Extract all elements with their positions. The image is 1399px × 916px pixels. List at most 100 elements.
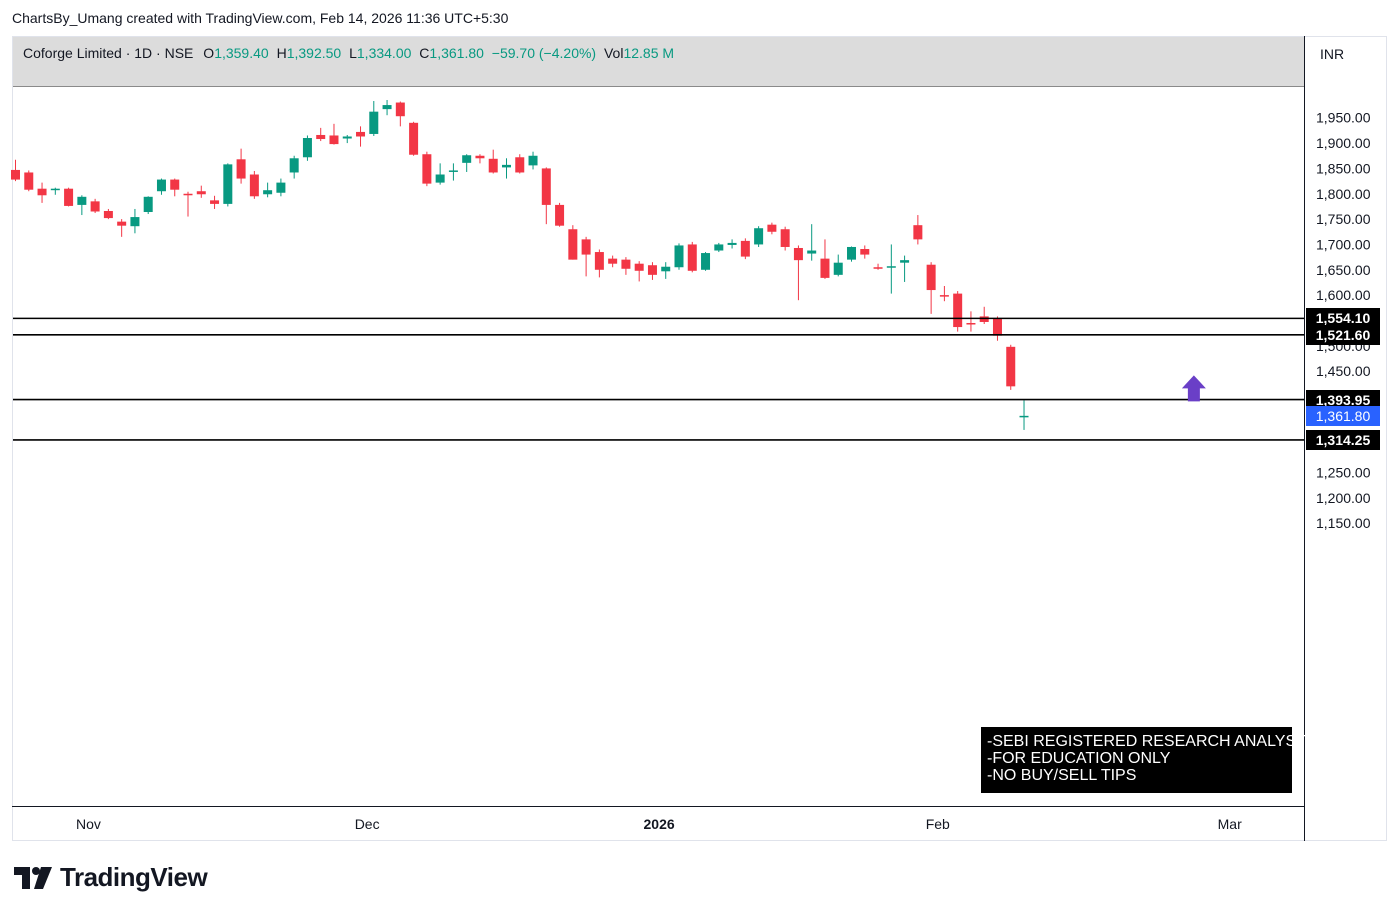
candle [847, 246, 857, 262]
candle [117, 219, 127, 237]
candle [77, 195, 87, 216]
candle [1019, 400, 1029, 430]
candle-body [342, 136, 352, 139]
candle [409, 121, 419, 156]
candle [581, 236, 591, 277]
legend-close-label: C [419, 45, 430, 61]
y-axis-ticks: 1,950.00 1,900.00 1,850.00 1,800.00 1,750.00… [1316, 110, 1371, 531]
candle [342, 134, 352, 144]
legend-open-label: O [203, 45, 215, 61]
candle [953, 291, 963, 332]
candle [103, 208, 113, 220]
candle-body [661, 266, 671, 272]
candle-body [860, 249, 870, 255]
y-tick-label: 1,850.00 [1316, 160, 1371, 176]
candle [555, 202, 565, 227]
candle [501, 158, 511, 179]
candle-body [634, 263, 644, 271]
y-tick-label: 1,200.00 [1316, 490, 1371, 506]
legend-band [13, 37, 1304, 87]
candle-body [329, 135, 339, 145]
y-tick-label: 1,150.00 [1316, 515, 1371, 531]
candle-body [714, 244, 724, 251]
candle-body [541, 168, 551, 205]
candle-body [833, 262, 843, 275]
candle [966, 311, 976, 332]
candle-body [409, 122, 419, 155]
candle-body [435, 174, 445, 183]
candle-body [249, 174, 259, 197]
candle-body [900, 260, 910, 263]
currency-label[interactable]: INR [1320, 46, 1345, 62]
levels-layer [13, 317, 1304, 441]
candle-body [501, 164, 511, 168]
candle-body [767, 224, 777, 232]
candle [833, 254, 843, 277]
candle [780, 226, 790, 251]
candle [913, 215, 923, 245]
candle-body [939, 295, 949, 297]
candle-body [223, 164, 233, 204]
candle-body [528, 155, 538, 166]
legend-high-value: 1,392.50 [286, 45, 342, 61]
candle-body [1019, 415, 1029, 418]
candle-body [953, 293, 963, 328]
x-axis-ticks: Nov Dec 2026 Feb Mar [76, 816, 1242, 832]
x-tick-label: Nov [76, 816, 101, 832]
candle [740, 238, 750, 260]
candle [170, 178, 180, 197]
up-arrow-icon[interactable] [1181, 375, 1206, 402]
tradingview-logo[interactable]: TradingView [14, 862, 208, 893]
candle [541, 167, 551, 225]
candle [926, 262, 936, 314]
candle [979, 306, 989, 325]
candle [661, 262, 671, 279]
candle-body [263, 190, 273, 195]
candle [701, 252, 711, 271]
candle [196, 185, 206, 198]
candle [807, 224, 817, 261]
legend-low-label: L [349, 45, 357, 61]
x-tick-label: Dec [355, 816, 380, 832]
legend-volume-label: Vol [603, 45, 624, 61]
y-tick-label: 1,600.00 [1316, 287, 1371, 303]
candle-body [183, 193, 193, 196]
candle [900, 255, 910, 282]
candle-body [117, 221, 127, 226]
candle-body [780, 229, 790, 247]
candle [37, 182, 47, 203]
candle [515, 154, 525, 174]
last-price-label: 1,361.80 [1306, 405, 1380, 426]
candle-body [103, 210, 113, 219]
y-tick-label: 1,700.00 [1316, 236, 1371, 252]
candle-body [594, 252, 604, 270]
level-price-label: 1,393.95 [1306, 389, 1380, 410]
candle [316, 127, 326, 142]
candle [130, 208, 140, 234]
price-axis-border [1304, 36, 1305, 841]
candle-body [382, 105, 392, 110]
candle-body [170, 179, 180, 190]
time-axis-border [12, 806, 1305, 807]
candle-body [302, 138, 312, 158]
candle [621, 257, 631, 275]
candle-body [621, 259, 631, 269]
candle-body [395, 102, 405, 117]
candle-body [555, 204, 565, 226]
disclaimer-line-2: -FOR EDUCATION ONLY [987, 750, 1171, 767]
legend-low-value: 1,334.00 [356, 45, 412, 61]
candle [64, 187, 74, 207]
candle [608, 255, 618, 268]
y-tick-label: 1,250.00 [1316, 465, 1371, 481]
candle-body [847, 246, 857, 260]
candle [183, 191, 193, 217]
disclaimer-box: -SEBI REGISTERED RESEARCH ANALYST -FOR E… [981, 727, 1306, 793]
x-tick-label: Mar [1218, 816, 1242, 832]
candle-body [820, 258, 830, 278]
candle-body [807, 250, 817, 254]
candle [210, 195, 220, 209]
legend-symbol[interactable]: Coforge Limited · 1D · NSE [23, 45, 194, 61]
arrow-layer [1181, 375, 1206, 402]
candle [276, 178, 286, 197]
